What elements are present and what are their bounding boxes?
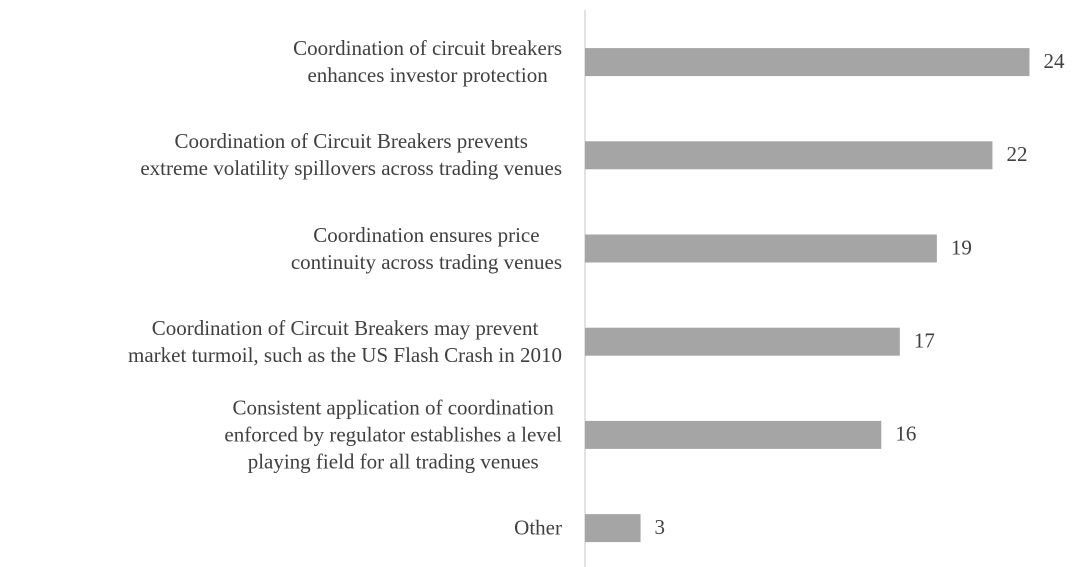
value-label: 24	[1043, 49, 1065, 73]
category-label: Coordination of Circuit Breakers prevent…	[140, 129, 562, 181]
value-label: 17	[914, 329, 935, 353]
bar	[585, 420, 882, 449]
category-label: Coordination ensures price continuity ac…	[290, 222, 562, 274]
category-label: Other	[514, 515, 562, 540]
category-label: Coordination of Circuit Breakers may pre…	[128, 315, 562, 367]
value-label: 19	[951, 235, 972, 259]
category-label: Consistent application of coordination e…	[224, 395, 562, 474]
bar	[585, 514, 641, 543]
value-label: 22	[1006, 142, 1027, 166]
category-label: Coordination of circuit breakers enhance…	[293, 36, 562, 88]
value-label: 16	[895, 422, 916, 446]
value-label: 3	[655, 515, 666, 539]
bar	[585, 234, 937, 263]
bar	[585, 327, 900, 356]
bar	[585, 48, 1030, 77]
bar	[585, 141, 993, 170]
